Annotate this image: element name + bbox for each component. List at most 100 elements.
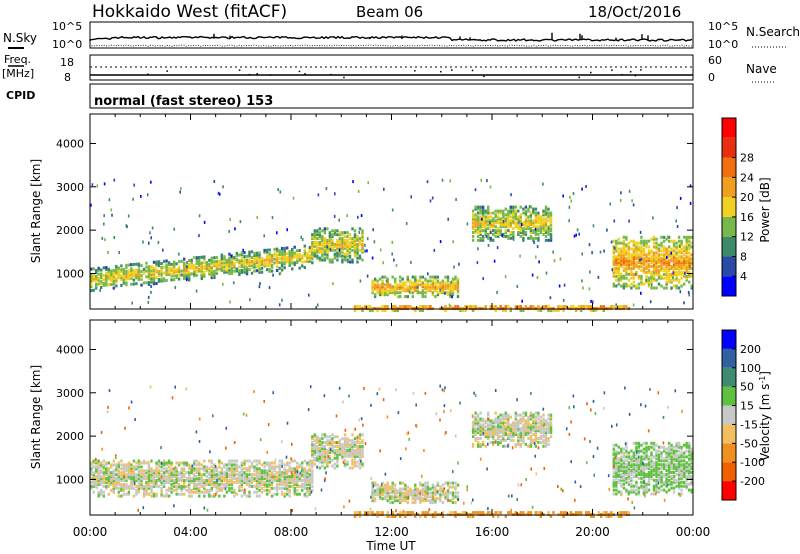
heatmap-cell (494, 215, 497, 219)
heatmap-cell (687, 291, 690, 294)
heatmap-cell (331, 233, 334, 237)
heatmap-cell (630, 476, 633, 480)
heatmap-cell (152, 481, 156, 484)
heatmap-cell (296, 465, 299, 469)
heatmap-cell (436, 285, 440, 289)
heatmap-cell (120, 494, 123, 498)
heatmap-cell (476, 211, 480, 215)
heatmap-cell (672, 253, 676, 257)
heatmap-cell (481, 234, 485, 238)
heatmap-cell (341, 456, 344, 460)
heatmap-cell (183, 481, 186, 484)
heatmap-cell (497, 427, 500, 431)
heatmap-cell (351, 248, 354, 252)
heatmap-cell (627, 261, 631, 265)
heatmap-cell (343, 441, 347, 445)
heatmap-cell (220, 486, 223, 490)
heatmap-cell (630, 261, 633, 265)
heatmap-cell (509, 236, 512, 240)
heatmap-cell (318, 437, 321, 441)
heatmap-cell (105, 473, 108, 477)
heatmap-cell (446, 283, 450, 287)
heatmap-cell (504, 229, 507, 233)
heatmap-cell (228, 463, 231, 467)
heatmap-cell (622, 447, 626, 451)
heatmap-cell (507, 211, 510, 215)
heatmap-cell (688, 243, 691, 247)
heatmap-cell (662, 235, 666, 239)
heatmap-cell (283, 486, 286, 490)
heatmap-cell (117, 268, 120, 272)
heatmap-cell (240, 482, 244, 486)
heatmap-cell (373, 279, 377, 283)
heatmap-cell (667, 461, 671, 465)
heatmap-cell (198, 256, 201, 259)
heatmap-cell (637, 286, 641, 290)
heatmap-cell (293, 467, 296, 471)
heatmap-cell (185, 267, 188, 271)
heatmap-cell (92, 482, 95, 486)
heatmap-cell (444, 281, 447, 285)
heatmap-cell (549, 435, 553, 439)
heatmap-cell (667, 268, 671, 272)
heatmap-cell (507, 229, 510, 233)
heatmap-cell (622, 253, 626, 257)
heatmap-cell (183, 271, 186, 275)
heatmap-cell (283, 492, 286, 496)
heatmap-cell (238, 481, 241, 484)
heatmap-cell (690, 286, 693, 290)
heatmap-cell (625, 272, 628, 276)
heatmap-cell (534, 232, 538, 236)
heatmap-cell (230, 256, 234, 260)
heatmap-cell (293, 479, 296, 482)
heatmap-cell (356, 460, 359, 464)
heatmap-cell (283, 469, 286, 473)
heatmap-cell (401, 487, 404, 491)
heatmap-cell (449, 295, 452, 299)
heatmap-cell (170, 262, 173, 266)
heatmap-cell (115, 270, 118, 274)
heatmap-cell (487, 207, 490, 211)
heatmap-cell (127, 269, 131, 273)
heatmap-cell (258, 488, 261, 492)
heatmap-cell (640, 471, 643, 474)
heatmap-cell (353, 441, 357, 445)
heatmap-cell (401, 495, 404, 499)
heatmap-cell (343, 443, 347, 447)
heatmap-cell (333, 256, 337, 260)
heatmap-cell (376, 491, 379, 495)
heatmap-cell (562, 305, 565, 309)
heatmap-cell (421, 489, 424, 493)
heatmap-cell (655, 453, 658, 457)
heatmap-cell (474, 219, 477, 223)
heatmap-cell (303, 469, 306, 473)
heatmap-cell (650, 441, 653, 445)
heatmap-cell (195, 260, 198, 264)
heatmap-cell (331, 439, 334, 443)
heatmap-cell (167, 459, 171, 463)
heatmap-cell (278, 253, 281, 257)
heatmap-cell (394, 309, 397, 312)
heatmap-cell (258, 270, 261, 274)
heatmap-cell (544, 433, 548, 437)
colorbar-segment (722, 276, 736, 296)
heatmap-cell (142, 240, 144, 244)
heatmap-cell (466, 222, 469, 226)
heatmap-cell (122, 477, 126, 481)
heatmap-cell (265, 250, 269, 254)
heatmap-cell (223, 477, 226, 481)
heatmap-cell (620, 459, 623, 463)
heatmap-cell (625, 282, 628, 286)
heatmap-cell (426, 279, 430, 283)
heatmap-cell (642, 257, 646, 261)
heatmap-cell (529, 223, 533, 227)
heatmap-cell (514, 217, 517, 221)
heatmap-cell (90, 267, 93, 271)
heatmap-cell (351, 242, 354, 246)
heatmap-cell (454, 305, 457, 309)
heatmap-cell (223, 261, 226, 265)
heatmap-cell (348, 452, 352, 456)
heatmap-cell (157, 469, 161, 473)
heatmap-cell (622, 482, 626, 486)
heatmap-cell (404, 499, 407, 503)
